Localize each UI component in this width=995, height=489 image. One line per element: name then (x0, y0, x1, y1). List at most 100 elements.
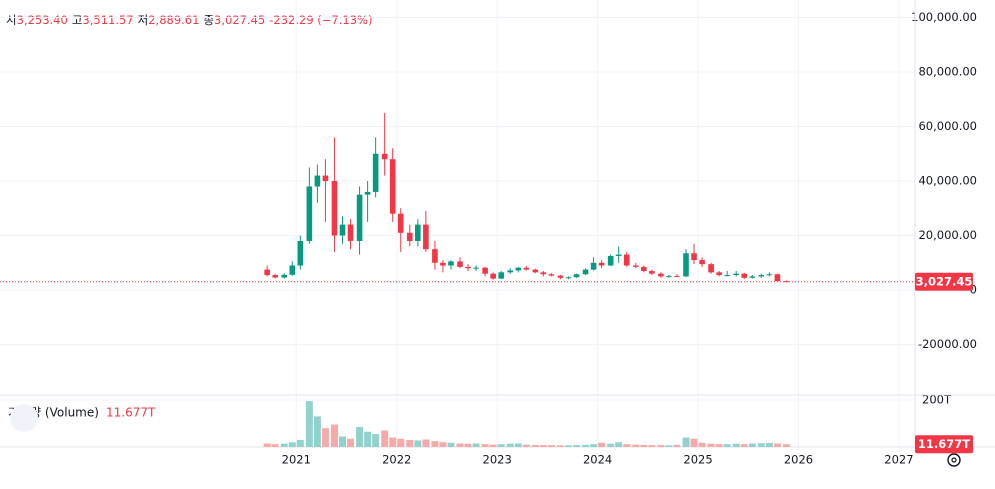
volume-bar (698, 442, 706, 447)
candle-body (582, 269, 589, 275)
volume-bar (547, 445, 555, 447)
candle-body (314, 175, 321, 187)
volume-bar (271, 444, 279, 447)
x-tick-label: 2023 (483, 453, 512, 467)
candle-body (289, 265, 296, 275)
candle-body (716, 272, 722, 276)
candle-body (774, 274, 781, 282)
candle-body (540, 272, 547, 275)
y-tick-label: 100,000.00 (911, 10, 977, 24)
logo[interactable] (10, 404, 38, 432)
candle-body (440, 262, 446, 266)
volume-bar (632, 444, 640, 447)
candle-body (281, 274, 288, 278)
volume-bar (406, 439, 414, 447)
candle-body (297, 240, 304, 266)
volume-bar (263, 443, 271, 447)
volume-bar (707, 443, 715, 447)
volume-bar (765, 443, 773, 447)
volume-bar (556, 445, 564, 447)
y-tick-label: 80,000.00 (918, 64, 977, 78)
candle-body (691, 253, 697, 261)
candle-body (724, 275, 730, 277)
candle-body (364, 191, 371, 195)
y-tick-label: 60,000.00 (918, 119, 977, 133)
volume-bar (481, 444, 489, 447)
volume-bar (773, 443, 781, 447)
legend-value: 3,511.57 (82, 13, 133, 27)
candle-body (415, 224, 421, 241)
volume-bar (748, 443, 756, 447)
legend-label: 종 (203, 13, 214, 27)
volume-bar (472, 443, 480, 447)
candle-body (432, 249, 438, 263)
last-price-label: 3,027.45 (916, 274, 973, 288)
volume-bar (782, 444, 790, 447)
candle-body (683, 253, 689, 277)
candle-body (515, 267, 522, 271)
candle-body (465, 266, 471, 269)
legend-value: 3,253.40 (17, 13, 68, 27)
volume-bar (338, 436, 346, 447)
volume-bar (330, 424, 338, 447)
candle-body (423, 224, 429, 250)
candle-body (397, 213, 404, 233)
settings-icon[interactable] (947, 453, 961, 467)
candle-body (699, 260, 705, 265)
volume-bar (607, 443, 615, 447)
candle-body (607, 255, 614, 266)
volume-bar (356, 427, 364, 447)
candle-body (565, 277, 572, 279)
volume-bar (372, 434, 380, 447)
settings-icon-center (951, 457, 957, 463)
volume-bar (522, 444, 530, 447)
candle-body (598, 262, 605, 266)
candle-body (557, 275, 564, 278)
volume-legend-value: 11.677T (106, 406, 156, 420)
candle-body (532, 269, 539, 273)
volume-bar (623, 444, 631, 447)
candle-body (339, 224, 346, 236)
candle-body (623, 254, 630, 266)
candle-body (649, 270, 655, 274)
candle-body (482, 267, 488, 274)
volume-last-box (915, 435, 973, 454)
candle-body (322, 175, 329, 182)
candle-body (674, 275, 680, 277)
volume-bar (381, 430, 389, 447)
volume-bar (313, 416, 321, 447)
candle-body (658, 273, 664, 277)
y-tick-label: 0 (970, 283, 977, 297)
volume-bar (682, 437, 690, 447)
volume-bar (397, 438, 405, 447)
volume-tick-label: 200T (922, 392, 952, 406)
candle-body (331, 181, 338, 236)
volume-bar (573, 445, 581, 447)
candle-body (641, 266, 647, 271)
volume-bar (690, 438, 698, 447)
candle-body (573, 274, 580, 278)
volume-bar (564, 445, 572, 447)
volume-bar (715, 444, 723, 447)
volume-bar (648, 445, 656, 447)
candle-body (766, 274, 773, 276)
volume-bar (347, 438, 355, 447)
candle-body (389, 159, 396, 214)
x-tick-label: 2025 (683, 453, 712, 467)
candle-body (548, 274, 555, 276)
volume-bar (665, 445, 673, 447)
volume-bar (296, 439, 304, 447)
candle-body (615, 254, 622, 256)
y-tick-label: 20,000.00 (918, 228, 977, 242)
volume-bar (539, 445, 547, 447)
candle-body (306, 186, 313, 241)
volume-bar (364, 431, 372, 447)
volume-bar (439, 442, 447, 447)
volume-bar (582, 444, 590, 447)
volume-bar (673, 444, 681, 447)
candle-body (590, 262, 597, 270)
volume-bar (590, 444, 598, 447)
volume-bar (615, 442, 623, 447)
volume-bar (514, 443, 522, 447)
